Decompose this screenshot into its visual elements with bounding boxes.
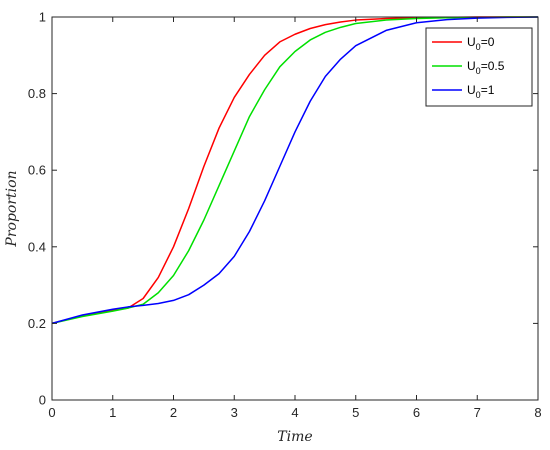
y-tick-label: 1	[39, 10, 46, 25]
y-tick-label: 0	[39, 393, 46, 408]
legend: U0=0 U0=0.5 U0=1	[425, 27, 533, 107]
axes-layer: 0 1 2 3 4 5 6 7 8 0 0.2 0.4 0.6 0.8 1	[28, 10, 542, 421]
x-tick-label: 1	[109, 405, 116, 420]
x-tick-label: 8	[534, 405, 541, 420]
x-tick-label: 5	[352, 405, 359, 420]
y-tick-label: 0.8	[28, 86, 46, 101]
legend-box	[425, 27, 533, 107]
x-tick-label: 4	[291, 405, 298, 420]
legend-label-1: U0=0.5	[467, 59, 505, 76]
x-axis-label: Time	[277, 429, 312, 445]
y-tick-label: 0.6	[28, 163, 46, 178]
y-tick-label: 0.2	[28, 316, 46, 331]
legend-label-0: U0=0	[467, 35, 495, 52]
x-tick-label: 3	[231, 405, 238, 420]
x-tick-label: 7	[474, 405, 481, 420]
x-tick-label: 2	[170, 405, 177, 420]
x-tick-label: 0	[48, 405, 55, 420]
series-line-2	[51, 16, 539, 325]
y-axis-label: Proportion	[4, 170, 20, 247]
x-tick-label: 6	[413, 405, 420, 420]
legend-label-2: U0=1	[467, 83, 495, 100]
y-tick-label: 0.4	[28, 239, 46, 254]
